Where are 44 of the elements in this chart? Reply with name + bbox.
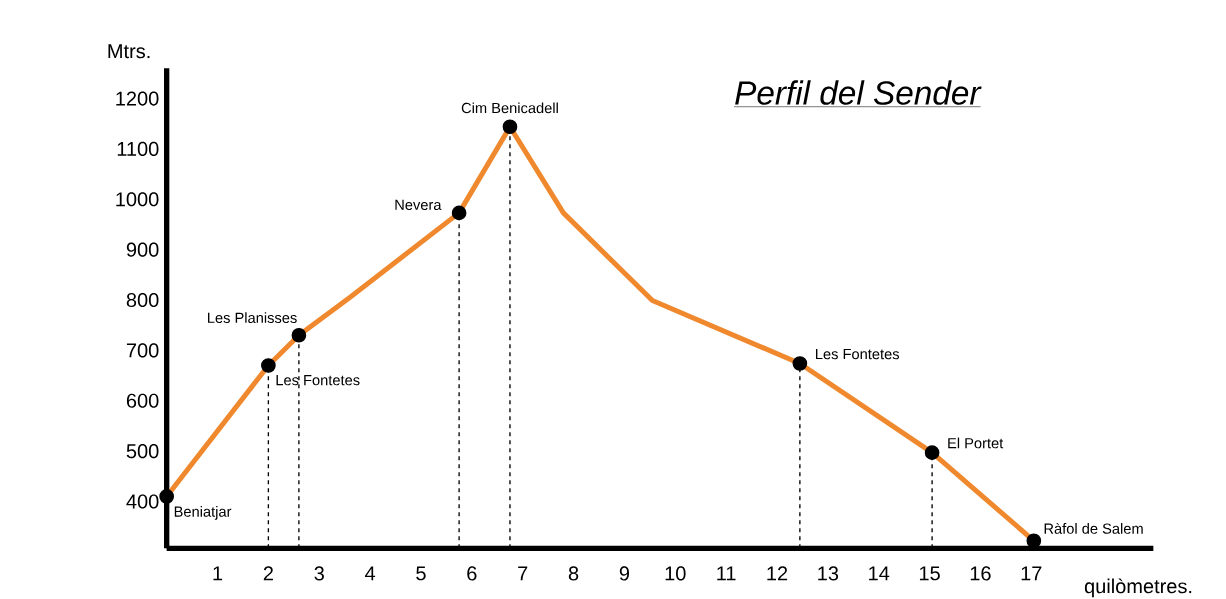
- point: [924, 445, 940, 460]
- point: [451, 205, 467, 221]
- annotation: Nevera: [395, 199, 442, 211]
- x-tick-label: 13: [818, 566, 839, 581]
- x-tick-label: 12: [767, 566, 788, 581]
- x-tick-label: 10: [665, 566, 686, 581]
- y-tick-label: 1000: [116, 192, 159, 207]
- annotation: Les Fontetes: [816, 349, 900, 360]
- x-tick-label: 8: [568, 566, 579, 581]
- x-tick-label: 7: [518, 566, 528, 581]
- x-tick-label: 9: [619, 566, 630, 581]
- y-tick-label: 800: [126, 292, 159, 308]
- y-tick-label: 1200: [116, 91, 159, 106]
- annotation: Les Fontetes: [276, 375, 360, 386]
- point: [159, 489, 174, 504]
- x-tick-label: 2: [263, 566, 273, 581]
- y-tick-label: 1100: [117, 141, 159, 156]
- chart-title: Perfil del Sender: [735, 80, 982, 105]
- x-tick-label: 17: [1021, 566, 1042, 581]
- y-tick-label: 700: [126, 343, 159, 358]
- point: [792, 356, 808, 371]
- x-tick-label: 16: [970, 566, 991, 581]
- annotation: Les Planisses: [208, 312, 297, 324]
- y-tick-label: 400: [126, 494, 159, 509]
- annotation: El Portet: [948, 437, 1004, 449]
- point: [261, 358, 276, 373]
- x-tick-label: 5: [416, 566, 426, 581]
- x-tick-label: 11: [717, 566, 736, 581]
- x-tick-label: 15: [919, 566, 940, 581]
- x-tick-label: 1: [213, 566, 223, 581]
- x-axis-title: quilòmetres.: [1084, 578, 1192, 598]
- y-tick-label: 500: [126, 444, 159, 459]
- annotation: Beniatjar: [174, 506, 232, 520]
- point: [502, 119, 518, 135]
- x-tick-label: 14: [869, 566, 890, 581]
- y-axis-title: Mtrs.: [108, 44, 150, 59]
- annotation: Cim Benicadell: [461, 102, 558, 114]
- x-tick-label: 6: [467, 566, 477, 581]
- y-tick-label: 900: [126, 242, 159, 257]
- point: [291, 327, 307, 343]
- x-tick-label: 4: [365, 566, 376, 581]
- x-tick-label: 3: [314, 566, 324, 581]
- y-tick-label: 600: [126, 393, 159, 408]
- annotation: Ràfol de Salem: [1044, 522, 1143, 534]
